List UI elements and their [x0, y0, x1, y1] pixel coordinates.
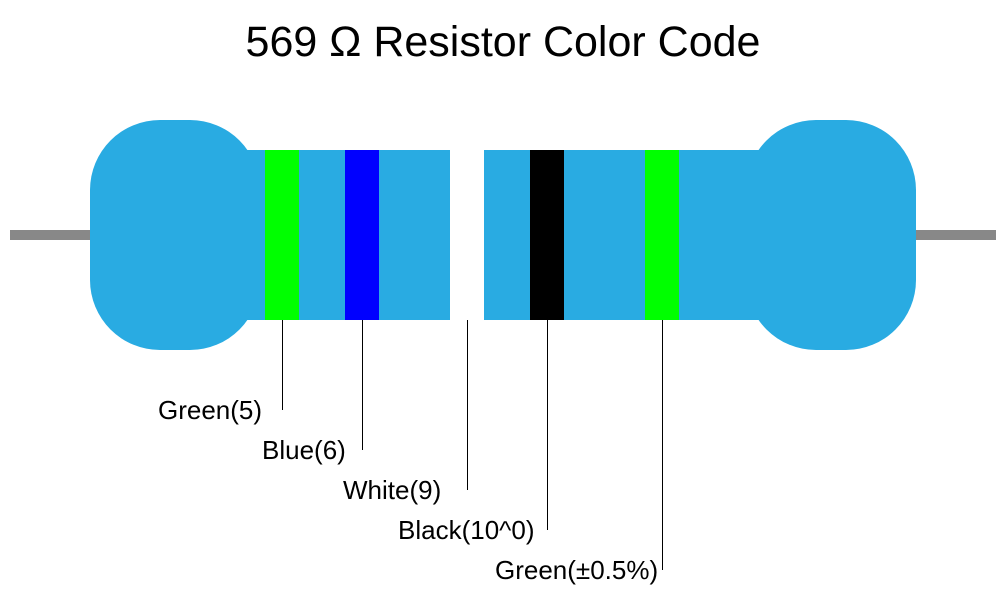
leader-line-1	[282, 320, 283, 410]
leader-line-2	[362, 320, 363, 450]
band-label-3: White(9)	[343, 475, 441, 506]
color-band-1	[265, 150, 299, 320]
diagram-title: 569 Ω Resistor Color Code	[0, 18, 1006, 67]
leader-line-3	[467, 320, 468, 490]
band-label-2: Blue(6)	[262, 435, 346, 466]
color-band-2	[345, 150, 379, 320]
band-label-4: Black(10^0)	[398, 515, 534, 546]
band-label-5: Green(±0.5%)	[495, 555, 658, 586]
color-band-4	[530, 150, 564, 320]
leader-line-4	[547, 320, 548, 530]
color-band-5	[645, 150, 679, 320]
resistor-diagram	[0, 110, 1006, 360]
band-label-1: Green(5)	[158, 395, 262, 426]
leader-line-5	[662, 320, 663, 570]
color-band-3	[450, 150, 484, 320]
